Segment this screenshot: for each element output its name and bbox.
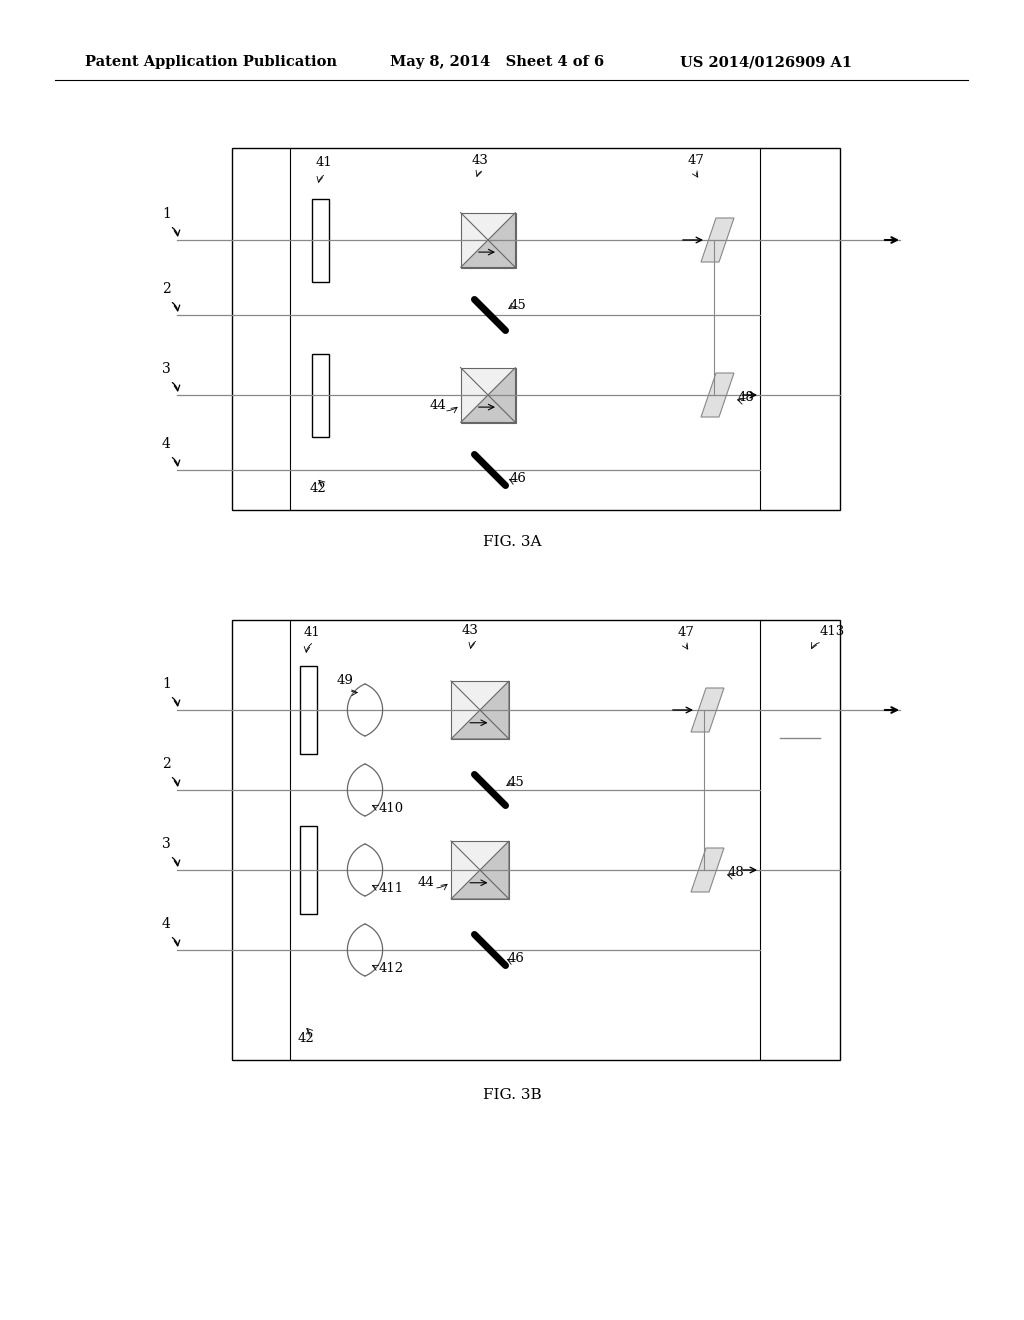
Bar [311,198,329,281]
Text: 1: 1 [162,677,171,690]
Text: 49: 49 [337,675,354,686]
Text: 44: 44 [430,399,446,412]
Text: 412: 412 [379,962,404,975]
Bar [451,841,509,899]
Bar [451,681,509,739]
Text: 1: 1 [162,207,171,220]
Polygon shape [451,841,509,899]
Text: 4: 4 [162,437,171,451]
Polygon shape [451,681,509,739]
Text: May 8, 2014   Sheet 4 of 6: May 8, 2014 Sheet 4 of 6 [390,55,604,69]
Text: 47: 47 [688,154,705,168]
Text: 3: 3 [162,362,171,376]
Text: 45: 45 [510,300,526,312]
Text: 2: 2 [162,756,171,771]
Text: 47: 47 [678,626,695,639]
Text: 46: 46 [510,473,527,484]
Polygon shape [691,688,724,733]
Text: 46: 46 [508,952,525,965]
Bar [461,213,515,268]
Text: 41: 41 [304,626,321,639]
Polygon shape [461,213,515,268]
Text: 4: 4 [162,917,171,931]
Text: 48: 48 [728,866,744,879]
Text: 41: 41 [316,156,333,169]
Text: 2: 2 [162,282,171,296]
Text: 3: 3 [162,837,171,851]
Text: US 2014/0126909 A1: US 2014/0126909 A1 [680,55,852,69]
Polygon shape [461,367,515,422]
Text: 42: 42 [310,482,327,495]
Text: 411: 411 [379,882,404,895]
Text: 42: 42 [298,1032,314,1045]
Bar [311,354,329,437]
Text: FIG. 3A: FIG. 3A [482,535,542,549]
Bar [232,620,840,1060]
Text: 45: 45 [508,776,524,789]
Text: 43: 43 [462,624,479,638]
Text: 410: 410 [379,803,404,814]
Text: 413: 413 [820,624,845,638]
Polygon shape [701,218,734,261]
Text: FIG. 3B: FIG. 3B [482,1088,542,1102]
Text: 44: 44 [418,876,435,888]
Bar [461,367,515,422]
Text: 43: 43 [472,154,488,168]
Polygon shape [691,847,724,892]
Bar [232,148,840,510]
Bar [299,826,316,913]
Polygon shape [701,374,734,417]
Bar [299,667,316,754]
Text: Patent Application Publication: Patent Application Publication [85,55,337,69]
Text: 48: 48 [738,391,755,404]
